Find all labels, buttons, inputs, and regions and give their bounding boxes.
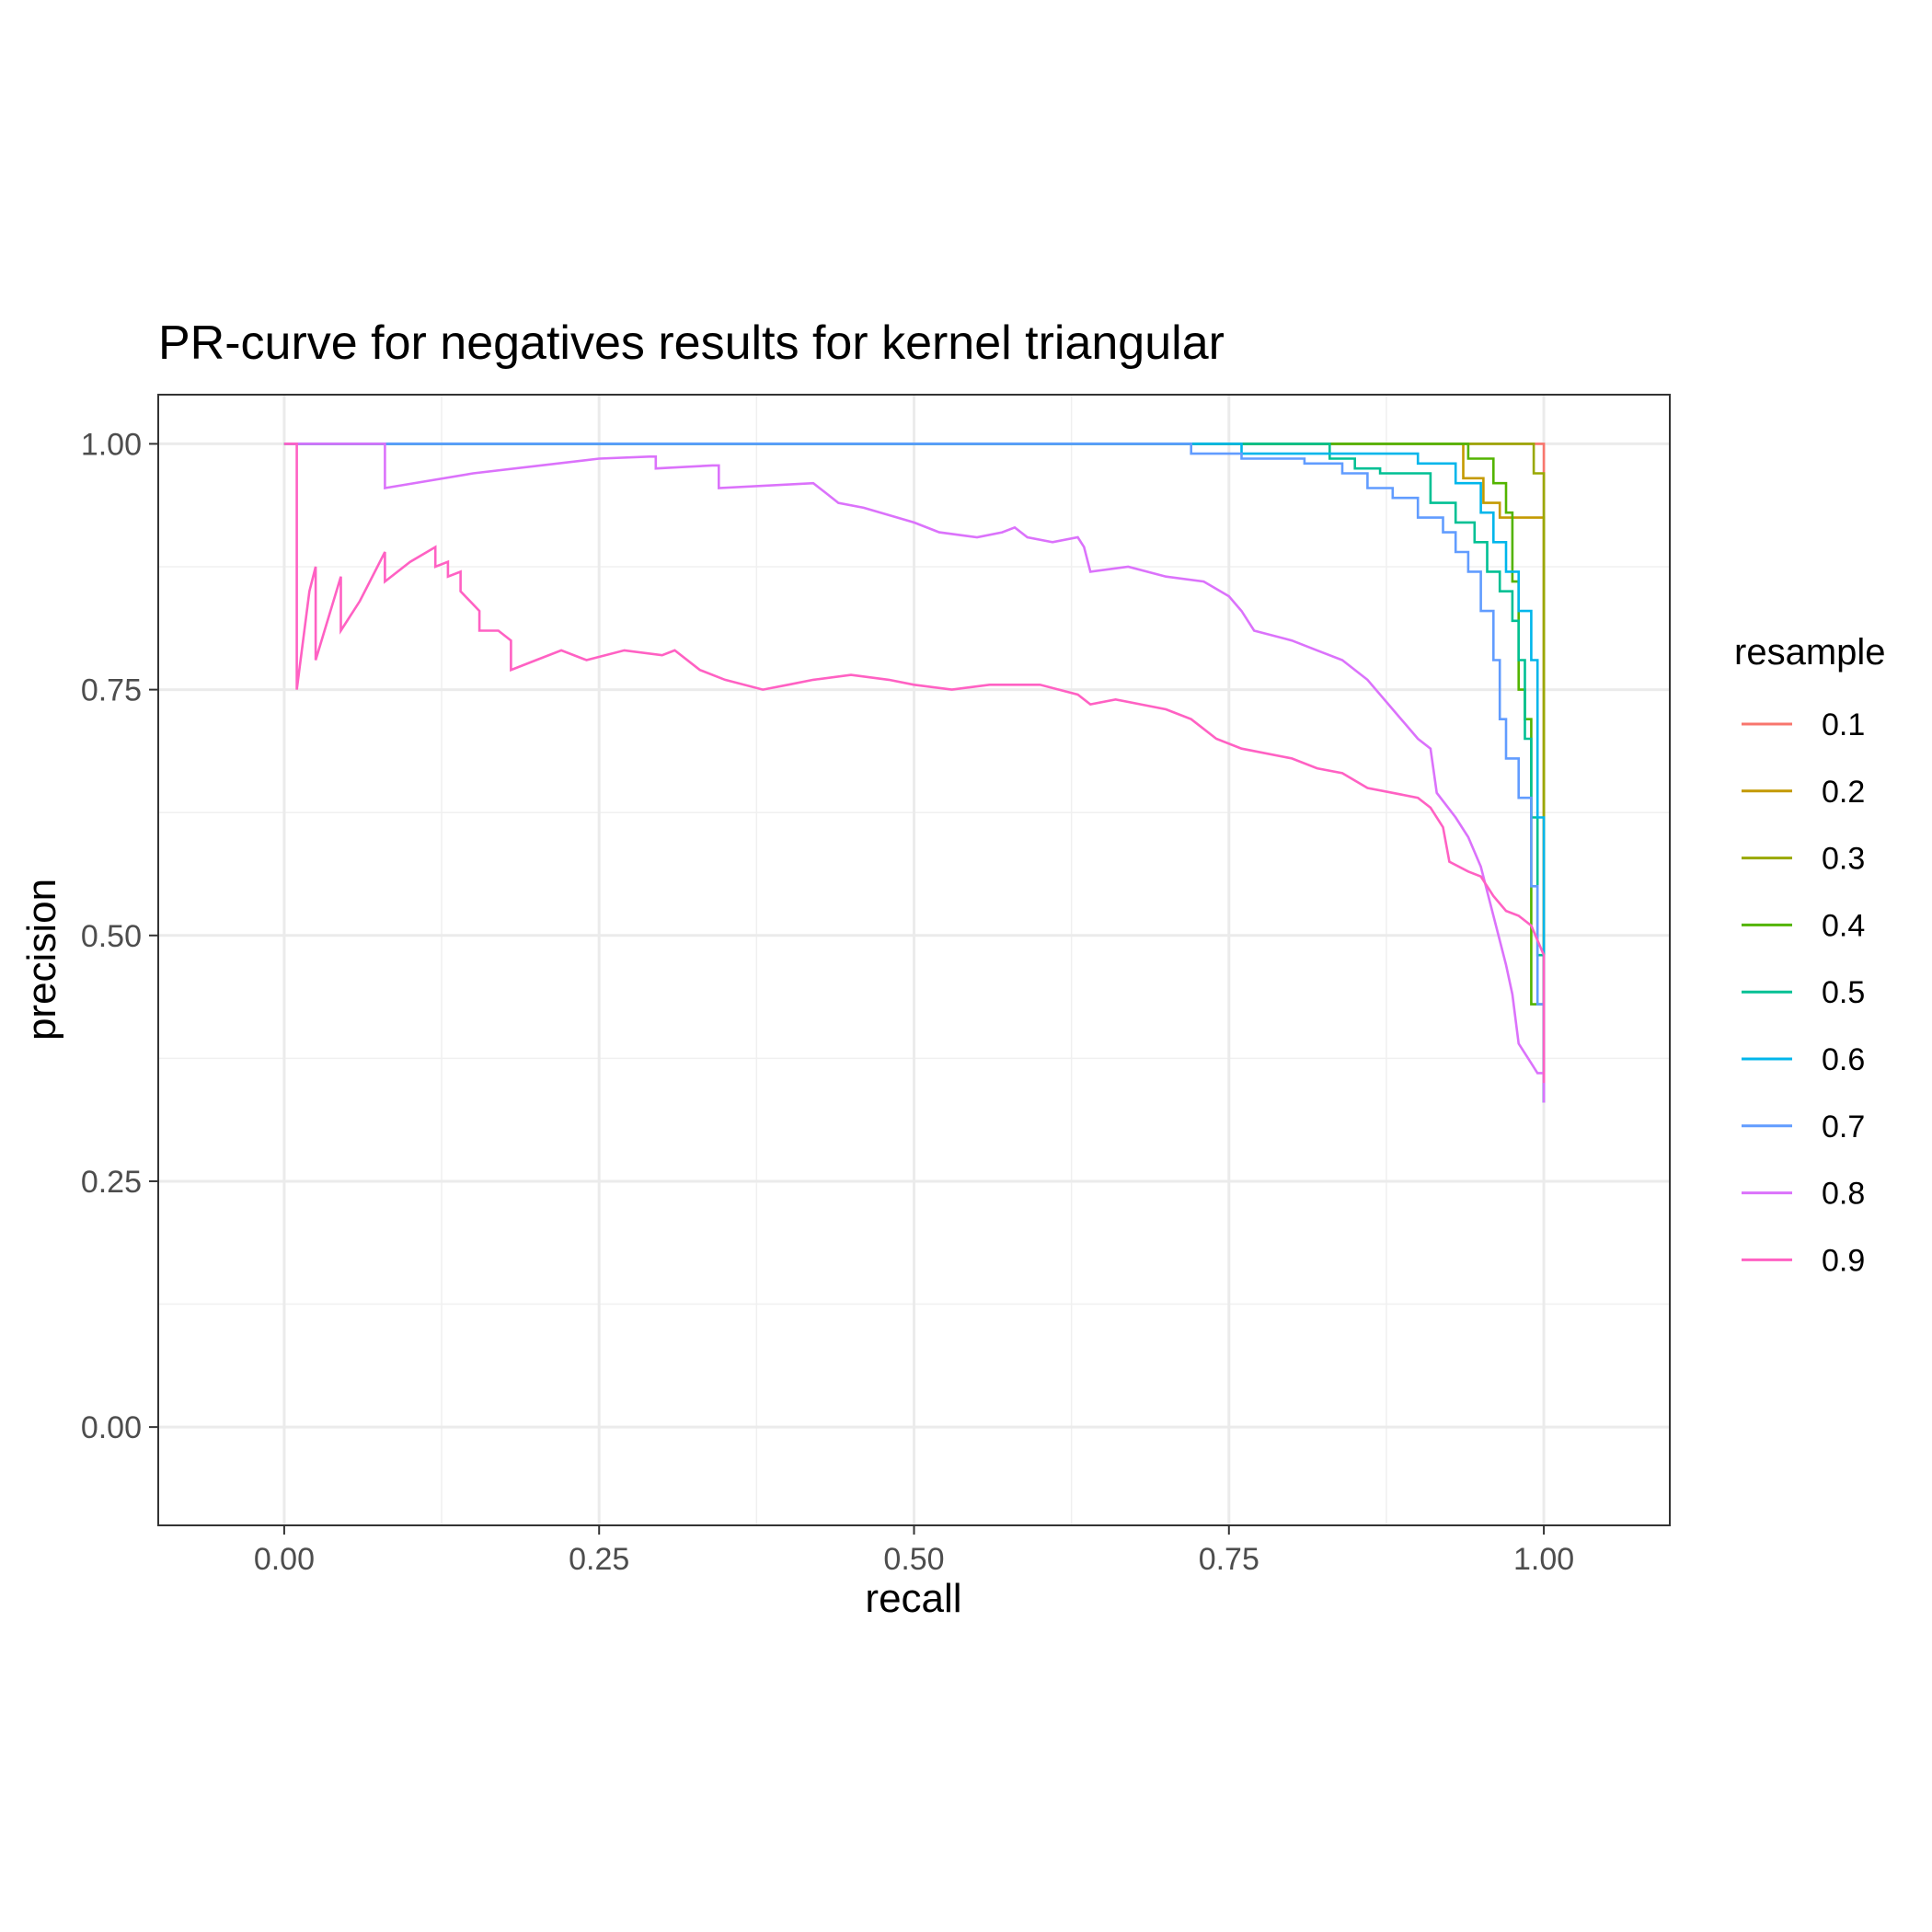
legend-label-0.8: 0.8 — [1822, 1177, 1865, 1212]
x-tick-label: 0.25 — [569, 1542, 629, 1577]
series-layer — [283, 443, 1546, 1103]
x-tick-label: 0.00 — [254, 1542, 315, 1577]
legend-label-0.2: 0.2 — [1822, 775, 1865, 810]
series-line-0.8 — [283, 443, 1546, 1103]
legend-label-0.9: 0.9 — [1822, 1243, 1865, 1278]
legend-label-0.3: 0.3 — [1822, 842, 1865, 877]
legend: resample 0.1 0.2 0.3 0.4 0.5 0.6 0.7 0.8 0.9 — [1734, 632, 1886, 1278]
legend-title: resample — [1734, 632, 1886, 673]
y-tick-label: 0.25 — [81, 1165, 142, 1200]
y-tick-label: 1.00 — [81, 427, 142, 462]
series-line-0.6 — [283, 443, 1546, 1103]
x-tick-label: 0.50 — [883, 1542, 944, 1577]
legend-label-0.5: 0.5 — [1822, 975, 1865, 1010]
y-axis-title: precision — [19, 879, 64, 1041]
series-line-0.7 — [283, 443, 1546, 1103]
x-axis-title: recall — [865, 1576, 961, 1621]
x-tick-label: 0.75 — [1199, 1542, 1259, 1577]
axis-ticks: 0.00 0.25 0.50 0.75 1.00 0.00 0.25 0.50 0.75 1.00 — [81, 427, 1574, 1577]
x-tick-label: 1.00 — [1513, 1542, 1574, 1577]
legend-label-0.6: 0.6 — [1822, 1042, 1865, 1077]
series-line-0.2 — [283, 443, 1546, 1103]
grid-lines — [158, 395, 1670, 1525]
series-line-0.5 — [283, 443, 1546, 1103]
legend-label-0.1: 0.1 — [1822, 707, 1865, 742]
chart-title: PR-curve for negatives results for kerne… — [158, 316, 1225, 370]
y-tick-label: 0.00 — [81, 1410, 142, 1445]
legend-label-0.7: 0.7 — [1822, 1110, 1865, 1144]
series-line-0.9 — [283, 443, 1546, 1084]
legend-label-0.4: 0.4 — [1822, 908, 1865, 943]
y-tick-label: 0.75 — [81, 673, 142, 708]
y-tick-label: 0.50 — [81, 919, 142, 954]
